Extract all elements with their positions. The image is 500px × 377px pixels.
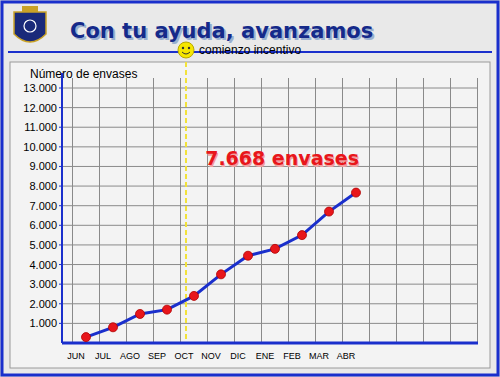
smiley-eye	[182, 47, 184, 49]
x-tick-label: OCT	[175, 351, 195, 361]
outer-frame	[2, 2, 498, 375]
logo-emblem	[24, 20, 36, 32]
data-point	[352, 188, 361, 197]
smiley-eye	[188, 47, 190, 49]
x-tick-label: DIC	[230, 351, 246, 361]
grid-line-v	[261, 78, 262, 343]
grid-line-v	[126, 78, 127, 343]
data-point	[217, 270, 226, 279]
data-point	[109, 323, 118, 332]
logo	[14, 6, 46, 42]
y-tick-label: 13.000	[23, 82, 57, 94]
data-point	[190, 291, 199, 300]
data-point	[325, 207, 334, 216]
y-tick-label: 1.000	[29, 317, 57, 329]
grid-line-h	[62, 107, 478, 108]
grid-line-v	[342, 78, 343, 343]
logo-shield	[14, 12, 46, 42]
x-tick-label: ABR	[337, 351, 356, 361]
grid-line-h	[62, 186, 478, 187]
grid-line-v	[234, 78, 235, 343]
data-point	[244, 251, 253, 260]
chart-svg: Con tu ayuda, avanzamosCon tu ayuda, ava…	[0, 0, 500, 377]
x-tick-label: JUL	[95, 351, 111, 361]
background	[0, 0, 500, 377]
x-tick-label: NOV	[201, 351, 221, 361]
y-tick-label: 3.000	[29, 278, 57, 290]
smiley	[178, 42, 194, 58]
y-tick-label: 8.000	[29, 180, 57, 192]
grid-line-h	[62, 225, 478, 226]
annotation-incentive: comienzo incentivo	[199, 43, 301, 57]
grid-line-v	[369, 78, 370, 343]
x-tick-label: JUN	[67, 351, 85, 361]
y-tick-label: 4.000	[29, 259, 57, 271]
smiley-face	[178, 42, 194, 58]
grid-line-h	[62, 88, 478, 89]
x-tick-label: MAR	[309, 351, 330, 361]
grid-line-v	[477, 78, 478, 343]
y-tick-label: 11.000	[24, 121, 57, 133]
y-tick-label: 6.000	[29, 219, 57, 231]
x-tick-label: FEB	[283, 351, 301, 361]
y-tick-label: 10.000	[23, 141, 57, 153]
grid-line-h	[62, 244, 478, 245]
y-tick-label: 9.000	[29, 160, 57, 172]
grid-line-h	[62, 284, 478, 285]
grid-line-v	[153, 78, 154, 343]
grid-line-v	[315, 78, 316, 343]
data-point	[271, 244, 280, 253]
y-axis	[61, 73, 63, 343]
data-point	[298, 231, 307, 240]
data-point	[82, 333, 91, 342]
grid-line-v	[72, 78, 73, 343]
data-group	[82, 188, 361, 342]
x-tick-label: SEP	[148, 351, 166, 361]
grid-line-v	[99, 78, 100, 343]
chart-root: Con tu ayuda, avanzamosCon tu ayuda, ava…	[0, 0, 500, 377]
grid-line-h	[62, 205, 478, 206]
grid-line-v	[207, 78, 208, 343]
data-point	[163, 305, 172, 314]
grid-line-v	[288, 78, 289, 343]
grid-line-v	[450, 78, 451, 343]
annotation-total: 7.668 envases	[205, 147, 359, 169]
y-tick-label: 7.000	[29, 200, 57, 212]
x-tick-label: ENE	[256, 351, 275, 361]
grid-line-v	[423, 78, 424, 343]
y-axis-label: Número de envases	[30, 67, 137, 81]
grid-line-h	[62, 264, 478, 265]
data-point	[136, 309, 145, 318]
title: Con tu ayuda, avanzamos	[70, 19, 373, 43]
smiley-mouth	[182, 52, 190, 54]
grid-line-h	[62, 127, 478, 128]
y-tick-label: 12.000	[23, 102, 57, 114]
plot-panel	[10, 62, 490, 368]
data-line	[86, 193, 356, 338]
y-tick-label: 5.000	[29, 239, 57, 251]
grid-line-h	[62, 303, 478, 304]
grid	[62, 78, 478, 343]
y-tick-label: 2.000	[29, 298, 57, 310]
x-axis	[62, 342, 478, 345]
x-tick-label: AGO	[120, 351, 140, 361]
logo-crown	[22, 6, 38, 12]
grid-line-v	[396, 78, 397, 343]
